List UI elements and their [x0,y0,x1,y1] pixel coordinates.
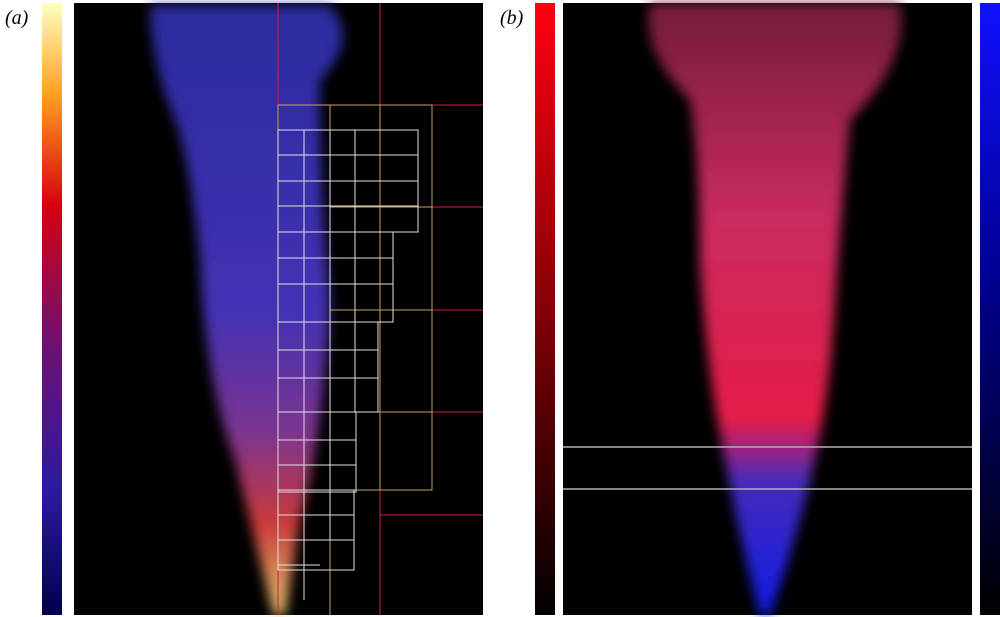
panel-label: (a) [5,7,29,29]
panel-label: (b) [500,7,524,29]
colorbar [980,3,1000,615]
mesh-fine [277,129,419,600]
band-lines [563,446,972,490]
plume [648,3,902,615]
colorbar [42,3,62,615]
colorbar [535,3,555,615]
plume [150,5,343,615]
